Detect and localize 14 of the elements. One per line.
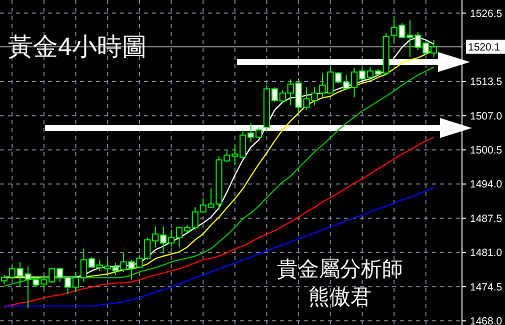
line-series bbox=[4, 187, 434, 307]
y-tick-label: 1494.0 bbox=[470, 178, 502, 191]
y-tick-label: 1481.0 bbox=[470, 247, 502, 260]
y-tick-label: 1474.5 bbox=[470, 281, 502, 294]
annotation: 熊傲君 bbox=[308, 286, 372, 309]
y-tick-label: 1526.5 bbox=[470, 8, 502, 20]
ref-line-label: 1520.1 bbox=[468, 41, 500, 54]
y-tick-label: 1513.5 bbox=[470, 76, 502, 88]
line-series bbox=[4, 136, 434, 308]
annotation: 貴金屬分析師 bbox=[277, 258, 403, 281]
y-tick-label: 1507.0 bbox=[470, 110, 502, 122]
y-tick-label: 1468.0 bbox=[470, 315, 502, 325]
y-tick-label: 1487.5 bbox=[470, 212, 502, 225]
y-tick-label: 1500.5 bbox=[470, 144, 502, 157]
